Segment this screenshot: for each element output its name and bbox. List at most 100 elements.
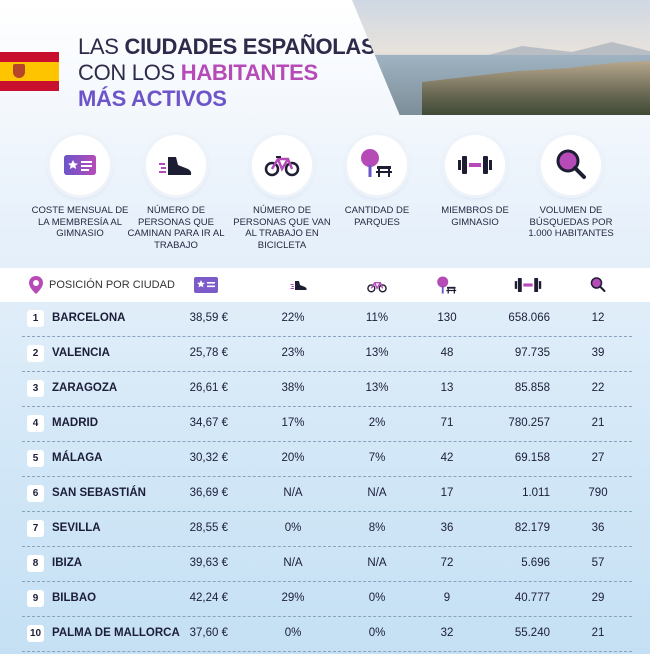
gym-cost-cell: 42,24 € xyxy=(189,592,228,604)
rank-badge: 6 xyxy=(27,485,44,502)
membership-card-icon xyxy=(50,135,110,195)
gym-cost-cell: 28,55 € xyxy=(189,522,228,534)
city-photo xyxy=(352,0,650,115)
bicycle-icon xyxy=(367,281,387,293)
gym-members-cell: 69.158 xyxy=(514,452,550,464)
category-gym-members: MIEMBROS DE GIMNASIO xyxy=(425,135,525,228)
parks-count-cell: 17 xyxy=(440,487,454,499)
park-tree-icon xyxy=(347,135,407,195)
row-divider xyxy=(22,581,632,582)
rank-badge: 2 xyxy=(27,345,44,362)
table-row: 5 MÁLAGA 30,32 € 20% 7% 42 69.158 27 xyxy=(0,442,650,477)
category-search-volume: VOLUMEN DE BÚSQUEDAS POR 1.000 HABITANTE… xyxy=(521,135,621,240)
gym-cost-cell: 26,61 € xyxy=(189,382,228,394)
gym-members-cell: 5.696 xyxy=(521,557,550,569)
row-divider xyxy=(22,511,632,512)
walk-percent-cell: 17% xyxy=(281,417,305,429)
table-row: 6 SAN SEBASTIÁN 36,69 € N/A N/A 17 1.011 790 xyxy=(0,477,650,512)
search-volume-cell: 57 xyxy=(591,557,605,569)
gym-members-cell: 82.179 xyxy=(514,522,550,534)
search-volume-cell: 36 xyxy=(591,522,605,534)
spain-flag-icon xyxy=(0,52,59,91)
header: LAS CIUDADES ESPAÑOLAS CON LOS HABITANTE… xyxy=(0,0,650,125)
location-pin-icon xyxy=(29,276,43,294)
walk-percent-cell: 38% xyxy=(281,382,305,394)
rank-badge: 4 xyxy=(27,415,44,432)
parks-count-cell: 13 xyxy=(440,382,454,394)
rank-badge: 9 xyxy=(27,590,44,607)
city-name: IBIZA xyxy=(52,557,83,569)
search-volume-cell: 29 xyxy=(591,592,605,604)
rank-badge: 10 xyxy=(27,625,44,642)
gym-cost-cell: 37,60 € xyxy=(189,627,228,639)
rank-badge: 3 xyxy=(27,380,44,397)
rank-badge: 7 xyxy=(27,520,44,537)
table-row: 4 MADRID 34,67 € 17% 2% 71 780.257 21 xyxy=(0,407,650,442)
table-row: 2 VALENCIA 25,78 € 23% 13% 48 97.735 39 xyxy=(0,337,650,372)
city-name: VALENCIA xyxy=(52,347,110,359)
walk-percent-cell: 23% xyxy=(281,347,305,359)
bike-percent-cell: 0% xyxy=(368,592,386,604)
row-divider xyxy=(22,406,632,407)
gym-members-cell: 97.735 xyxy=(514,347,550,359)
search-volume-cell: 21 xyxy=(591,417,605,429)
bike-percent-cell: 13% xyxy=(365,382,389,394)
category-parks: CANTIDAD DE PARQUES xyxy=(327,135,427,228)
search-volume-cell: 27 xyxy=(591,452,605,464)
rank-badge: 5 xyxy=(27,450,44,467)
row-divider xyxy=(22,371,632,372)
search-volume-cell: 790 xyxy=(588,487,608,499)
gym-members-cell: 55.240 xyxy=(514,627,550,639)
table-header: POSICIÓN POR CIUDAD xyxy=(0,268,650,302)
city-name: BARCELONA xyxy=(52,312,126,324)
dumbbell-icon xyxy=(445,135,505,195)
city-name: ZARAGOZA xyxy=(52,382,118,394)
gym-cost-cell: 38,59 € xyxy=(189,312,228,324)
bike-percent-cell: 13% xyxy=(365,347,389,359)
walk-percent-cell: 0% xyxy=(284,627,302,639)
park-tree-icon xyxy=(437,276,457,294)
gym-cost-cell: 30,32 € xyxy=(189,452,228,464)
parks-count-cell: 72 xyxy=(440,557,454,569)
walk-percent-cell: 22% xyxy=(281,312,305,324)
table-row: 7 SEVILLA 28,55 € 0% 8% 36 82.179 36 xyxy=(0,512,650,547)
bike-percent-cell: N/A xyxy=(367,487,387,499)
table-row: 8 IBIZA 39,63 € N/A N/A 72 5.696 57 xyxy=(0,547,650,582)
search-volume-cell: 39 xyxy=(591,347,605,359)
category-membership-cost: COSTE MENSUAL DE LA MEMBRESÍA AL GIMNASI… xyxy=(30,135,130,240)
parks-count-cell: 32 xyxy=(440,627,454,639)
row-divider xyxy=(22,651,632,652)
parks-count-cell: 71 xyxy=(440,417,454,429)
table-row: 1 BARCELONA 38,59 € 22% 11% 130 658.066 12 xyxy=(0,302,650,337)
gym-members-cell: 40.777 xyxy=(514,592,550,604)
city-name: PALMA DE MALLORCA xyxy=(52,627,180,639)
row-divider xyxy=(22,546,632,547)
bike-percent-cell: 2% xyxy=(368,417,386,429)
bike-percent-cell: 0% xyxy=(368,627,386,639)
table-row: 3 ZARAGOZA 26,61 € 38% 13% 13 85.858 22 xyxy=(0,372,650,407)
gym-cost-cell: 34,67 € xyxy=(189,417,228,429)
city-name: SEVILLA xyxy=(52,522,101,534)
ranking-header-label: POSICIÓN POR CIUDAD xyxy=(49,279,175,291)
bike-percent-cell: 7% xyxy=(368,452,386,464)
bike-percent-cell: 8% xyxy=(368,522,386,534)
row-divider xyxy=(22,336,632,337)
bicycle-icon xyxy=(252,135,312,195)
row-divider xyxy=(22,476,632,477)
walk-percent-cell: N/A xyxy=(283,557,303,569)
parks-count-cell: 9 xyxy=(443,592,451,604)
gym-cost-cell: 39,63 € xyxy=(189,557,228,569)
city-name: MADRID xyxy=(52,417,98,429)
walk-percent-cell: 20% xyxy=(281,452,305,464)
walk-percent-cell: 29% xyxy=(281,592,305,604)
parks-count-cell: 36 xyxy=(440,522,454,534)
bike-percent-cell: 11% xyxy=(365,312,389,324)
city-name: BILBAO xyxy=(52,592,97,604)
category-icons: COSTE MENSUAL DE LA MEMBRESÍA AL GIMNASI… xyxy=(0,135,650,251)
row-divider xyxy=(22,441,632,442)
parks-count-cell: 130 xyxy=(437,312,457,324)
walk-percent-cell: N/A xyxy=(283,487,303,499)
parks-count-cell: 42 xyxy=(440,452,454,464)
dumbbell-icon xyxy=(514,278,542,292)
gym-members-cell: 658.066 xyxy=(508,312,550,324)
